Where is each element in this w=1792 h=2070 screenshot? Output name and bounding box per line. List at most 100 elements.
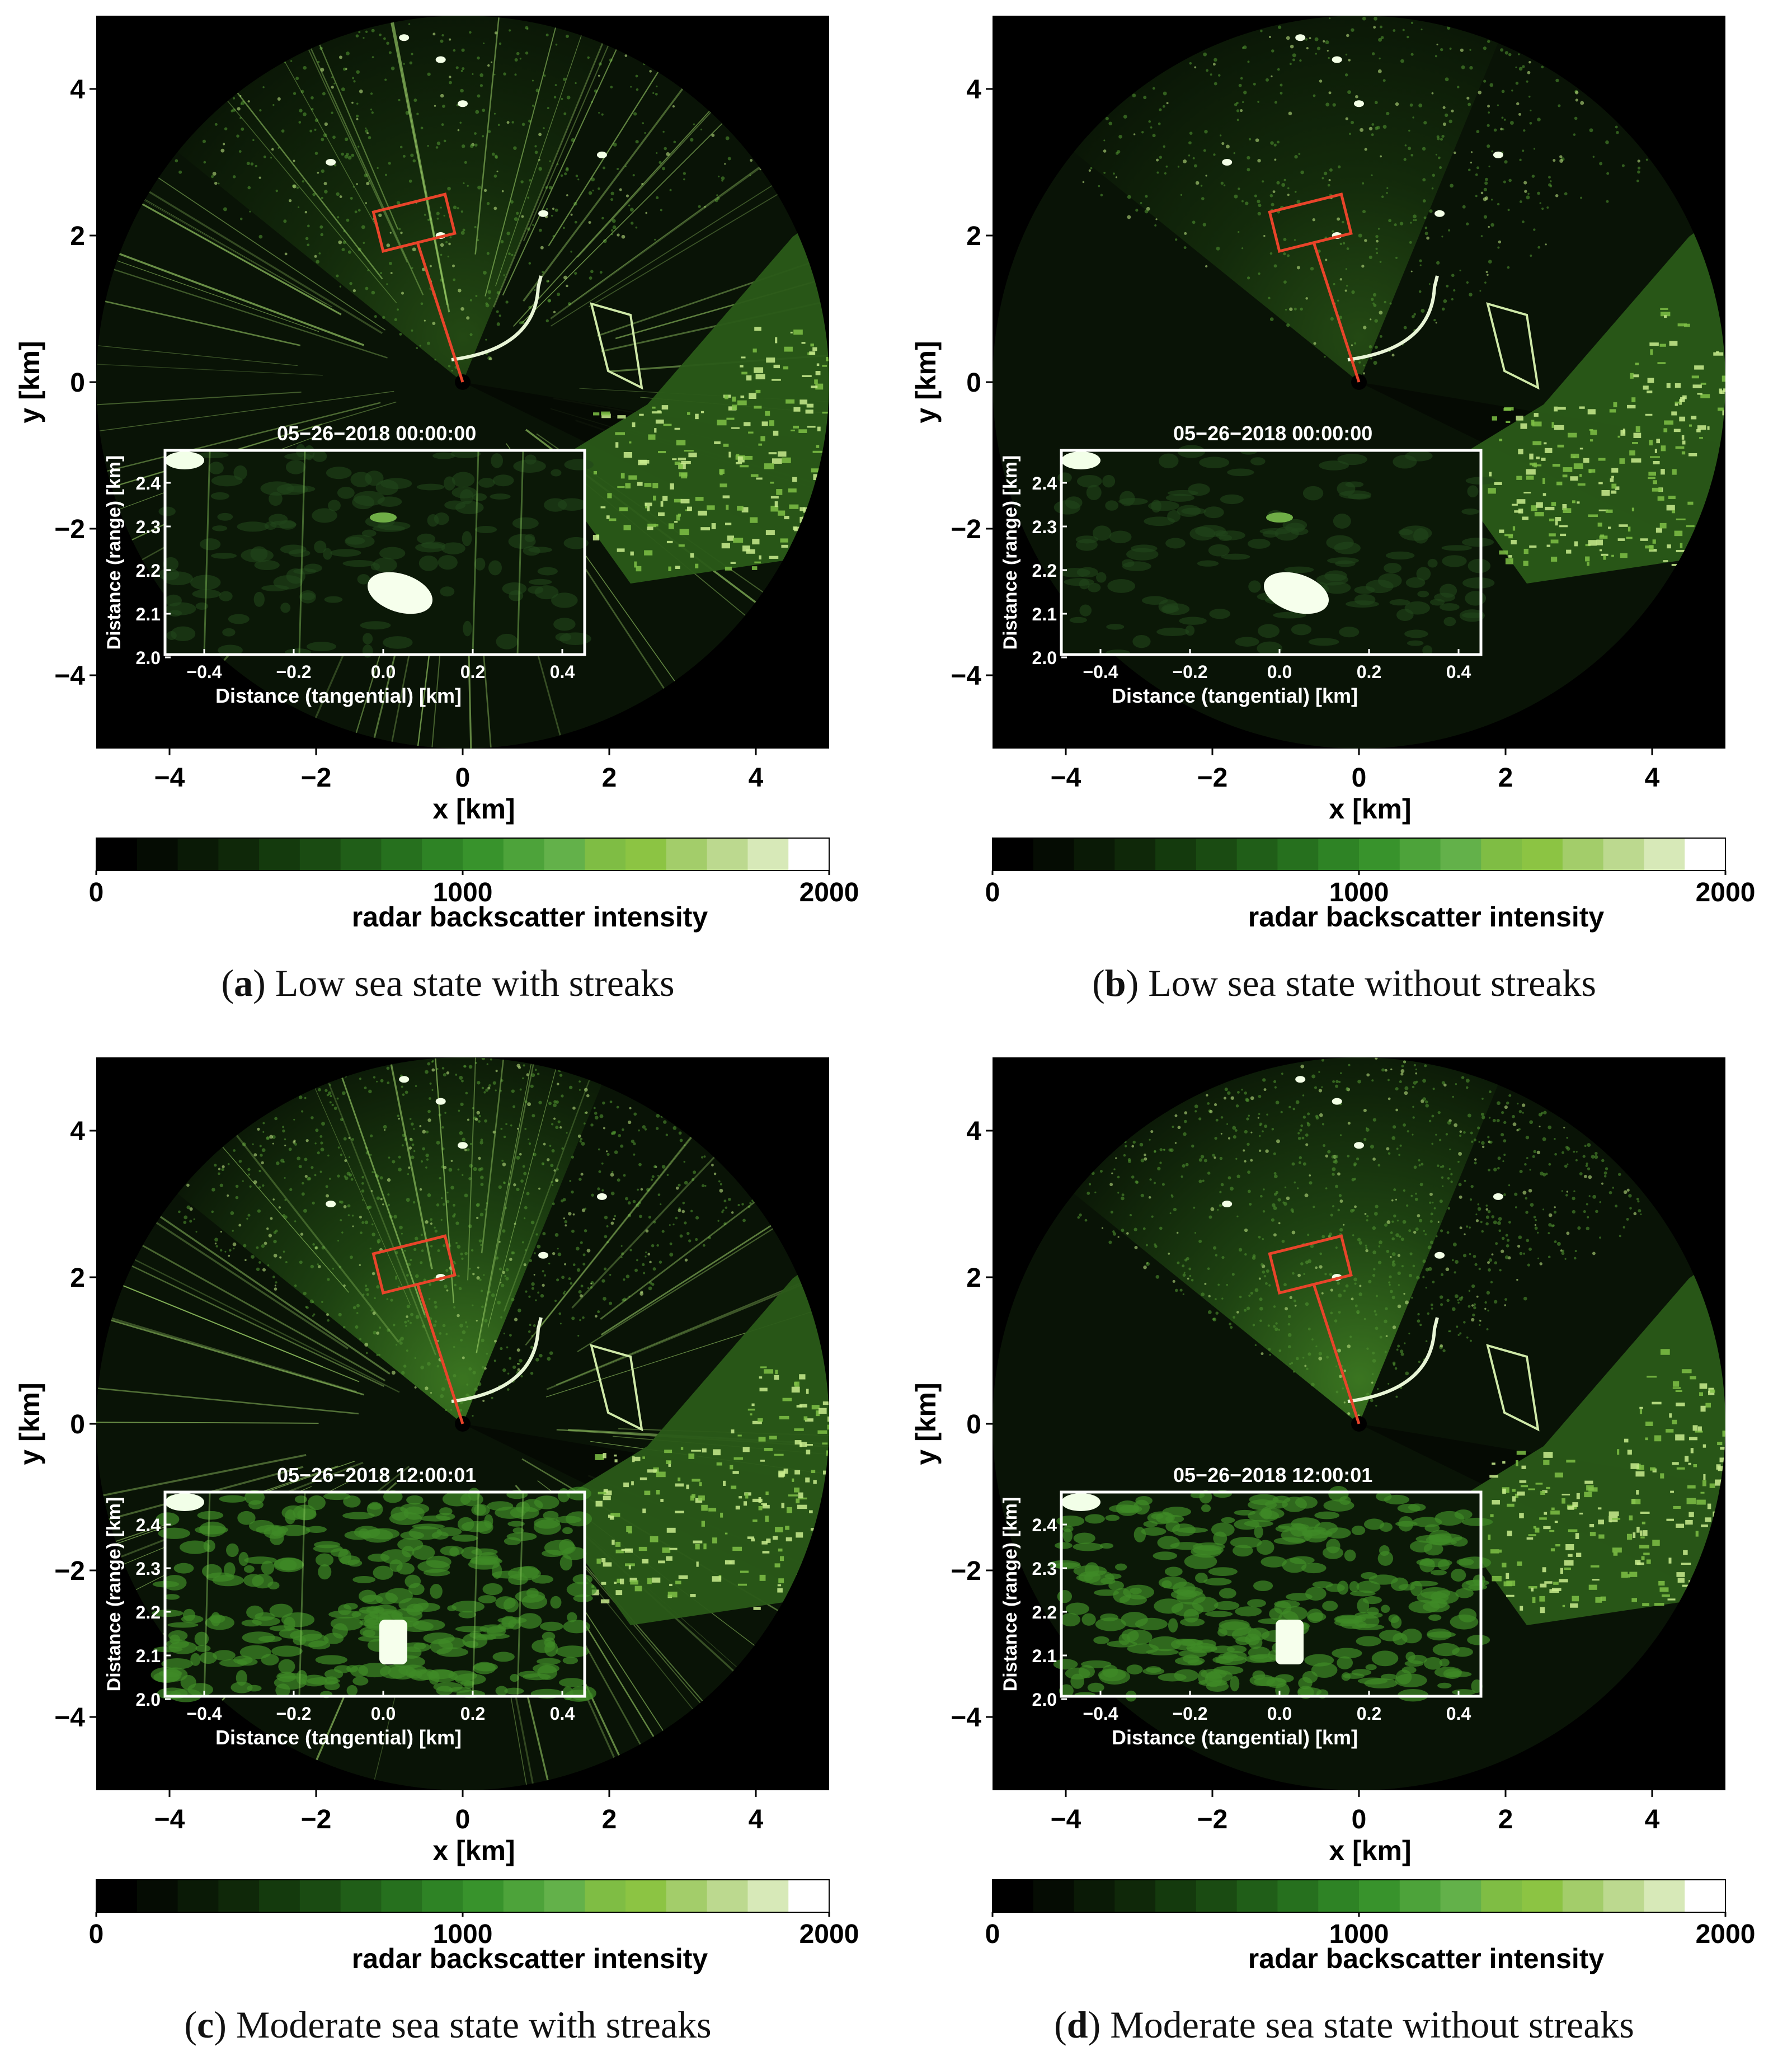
sea-speckle [405, 1090, 408, 1094]
land-return [695, 497, 704, 501]
sea-speckle [620, 1145, 623, 1148]
land-return [1598, 1507, 1601, 1509]
inset-clutter [242, 1631, 275, 1644]
sea-speckle [352, 1225, 354, 1227]
sea-speckle [304, 1158, 307, 1161]
sea-speckle [1233, 1316, 1235, 1319]
sea-speckle [1154, 1182, 1156, 1184]
land-return [656, 420, 664, 424]
sea-speckle [279, 1206, 281, 1208]
land-return [1661, 469, 1665, 474]
sea-speckle [469, 1268, 471, 1270]
sea-speckle [663, 1120, 666, 1123]
sea-speckle [1478, 91, 1481, 95]
inset-clutter [1220, 495, 1244, 504]
sea-speckle [642, 1263, 645, 1266]
land-return [806, 1389, 809, 1394]
sea-speckle [1259, 1135, 1260, 1137]
land-return [776, 489, 782, 495]
sea-speckle [1522, 220, 1525, 223]
sea-speckle [371, 291, 375, 295]
land-return [1551, 557, 1557, 562]
sea-speckle [1243, 91, 1247, 94]
land-return [760, 1460, 765, 1462]
sea-speckle [329, 1178, 331, 1180]
sea-speckle [1618, 1173, 1621, 1176]
land-return [1649, 342, 1659, 346]
sea-speckle [1459, 1183, 1462, 1186]
inset-clutter [458, 1611, 476, 1618]
land-return [623, 1483, 629, 1487]
land-return [1635, 1471, 1644, 1476]
sea-speckle [1528, 96, 1531, 98]
inset-clutter [537, 1665, 557, 1680]
inset-clutter [1309, 638, 1339, 646]
sea-speckle [443, 1324, 446, 1328]
sea-speckle [1373, 293, 1376, 297]
land-return [1676, 446, 1685, 449]
land-return [1552, 1588, 1561, 1591]
land-return [639, 414, 643, 416]
sea-speckle [1342, 221, 1344, 224]
sea-speckle [1287, 194, 1290, 196]
sea-speckle [426, 1131, 429, 1133]
inset-clutter [181, 1615, 204, 1624]
sea-speckle [1346, 117, 1348, 120]
land-return [760, 436, 765, 441]
sea-speckle [406, 1198, 410, 1202]
sea-speckle [1103, 139, 1105, 141]
inset-clutter [219, 1495, 246, 1503]
land-return [778, 451, 787, 457]
sea-speckle [1388, 219, 1391, 222]
sea-speckle [1438, 157, 1441, 159]
land-return [1703, 1445, 1706, 1448]
sea-speckle [1447, 1207, 1450, 1210]
sea-speckle [1439, 166, 1442, 169]
sea-speckle [460, 1339, 463, 1342]
sea-speckle [1322, 1123, 1324, 1125]
colorbar-swatch [993, 838, 1033, 871]
colorbar-swatch [504, 1880, 544, 1912]
sea-speckle [1413, 1231, 1416, 1234]
land-return [624, 525, 631, 530]
sea-speckle [1274, 264, 1277, 267]
land-return [1669, 341, 1678, 346]
land-return [728, 451, 731, 457]
inset-clutter [286, 460, 305, 474]
sea-speckle [412, 159, 416, 163]
sea-speckle [1278, 26, 1281, 29]
sea-speckle [1090, 167, 1093, 170]
sea-speckle [1375, 1405, 1377, 1406]
sea-speckle [1584, 1175, 1587, 1178]
sea-speckle [1247, 168, 1250, 171]
land-return [719, 469, 724, 474]
sea-speckle [339, 55, 342, 59]
sea-speckle [555, 1233, 559, 1237]
inset-clutter [378, 521, 411, 530]
land-return [1589, 1585, 1597, 1590]
sea-speckle [408, 1166, 410, 1169]
sea-speckle [566, 194, 568, 196]
sea-speckle [1338, 1293, 1342, 1297]
sea-speckle [294, 1285, 297, 1287]
sea-speckle [365, 31, 368, 33]
sea-speckle [397, 308, 399, 310]
sea-speckle [722, 1210, 725, 1212]
sea-speckle [698, 205, 701, 208]
land-return [752, 1519, 758, 1522]
sea-speckle [1302, 1137, 1305, 1140]
sea-speckle [1273, 1325, 1276, 1328]
sea-speckle [728, 157, 731, 161]
land-return [792, 1387, 800, 1392]
land-return [731, 562, 736, 564]
colorbar-swatch [504, 838, 544, 871]
sea-speckle [1546, 206, 1549, 209]
sea-speckle [1337, 1173, 1341, 1176]
sea-speckle [1111, 1211, 1113, 1213]
sea-speckle [571, 1156, 574, 1159]
y-axis-label: y [km] [910, 341, 942, 423]
land-return [1701, 383, 1706, 385]
sea-speckle [391, 67, 395, 70]
sea-speckle [1213, 1246, 1216, 1250]
sea-speckle [1572, 1197, 1575, 1200]
